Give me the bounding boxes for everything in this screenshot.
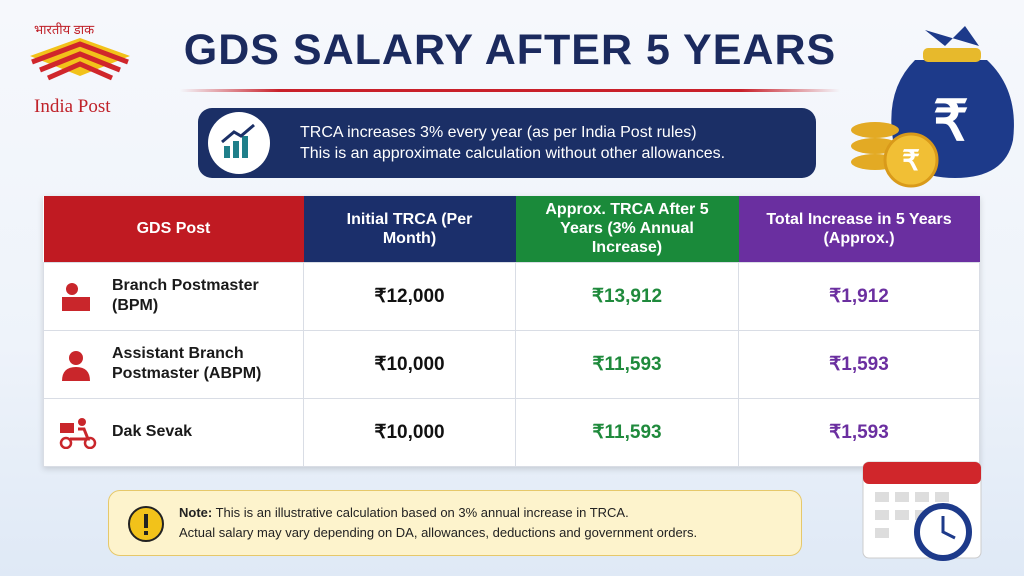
- info-line: This is an approximate calculation witho…: [300, 145, 726, 162]
- initial-cell: ₹10,000: [303, 397, 516, 467]
- note-label: Note:: [179, 505, 213, 520]
- info-box: TRCA increases 3% every year (as per Ind…: [198, 108, 816, 178]
- increase-cell: ₹1,593: [738, 397, 980, 467]
- column-header: GDS Post: [43, 196, 304, 262]
- note-box: Note: This is an illustrative calculatio…: [108, 490, 802, 556]
- money-bag: ₹ ₹: [851, 26, 1014, 188]
- after-cell: ₹11,593: [515, 329, 739, 399]
- svg-text:₹: ₹: [902, 145, 920, 176]
- post-name: Dak Sevak: [112, 423, 193, 440]
- post-cell: Assistant Branch Postmaster (ABPM): [43, 329, 304, 399]
- info-line: TRCA increases 3% every year (as per Ind…: [300, 124, 697, 141]
- post-cell: Branch Postmaster (BPM): [43, 261, 304, 331]
- initial-cell: ₹10,000: [303, 329, 516, 399]
- note-line: Actual salary may vary depending on DA, …: [179, 525, 698, 540]
- post-name: Assistant Branch Postmaster (ABPM): [112, 345, 262, 382]
- logo: भारतीय डाक India Post: [30, 22, 130, 117]
- logo-name: India Post: [34, 96, 111, 117]
- column-header: Initial TRCA (Per Month): [303, 196, 516, 262]
- logo-hindi: भारतीय डाक: [34, 22, 95, 37]
- title: GDS SALARY AFTER 5 YEARS: [183, 26, 837, 74]
- info-icon: [208, 112, 270, 174]
- initial-cell: ₹12,000: [303, 261, 516, 331]
- after-cell: ₹13,912: [515, 261, 739, 331]
- increase-cell: ₹1,593: [738, 329, 980, 399]
- calendar-icon: [862, 461, 982, 561]
- increase-cell: ₹1,912: [738, 261, 980, 331]
- after-cell: ₹11,593: [515, 397, 739, 467]
- column-header: Total Increase in 5 Years (Approx.): [738, 196, 980, 262]
- column-header: Approx. TRCA After 5 Years (3% Annual In…: [515, 196, 739, 262]
- post-cell: Dak Sevak: [43, 397, 304, 467]
- title-rule: [180, 89, 840, 92]
- salary-table: GDS Post Initial TRCA (Per Month) Approx…: [43, 196, 980, 467]
- note-text: This is an illustrative calculation base…: [215, 505, 629, 520]
- note-line: Note: This is an illustrative calculatio…: [179, 503, 801, 523]
- svg-text:₹: ₹: [933, 89, 969, 152]
- post-name: Branch Postmaster (BPM): [112, 277, 259, 314]
